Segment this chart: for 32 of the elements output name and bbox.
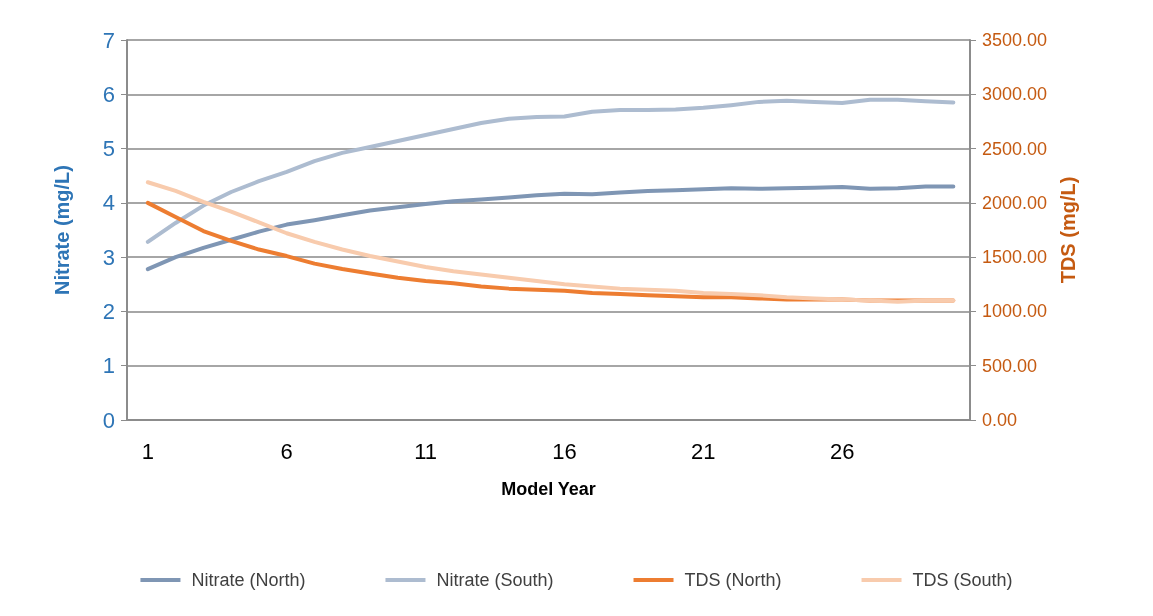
y-axis-title: Nitrate (mg/L) xyxy=(51,165,73,295)
y-tick-label: 2 xyxy=(102,298,115,324)
y-tick-label: 3 xyxy=(102,244,115,270)
y-tick-label: 1 xyxy=(102,353,115,379)
y2-tick-label: 1500.00 xyxy=(982,247,1048,268)
line-series xyxy=(145,97,956,244)
line-series xyxy=(145,184,956,272)
y2-tick-label: 3000.00 xyxy=(982,84,1048,105)
legend-label: Nitrate (North) xyxy=(191,570,306,590)
y-tick-label: 5 xyxy=(102,136,115,162)
y2-tick-label: 0.00 xyxy=(982,410,1018,430)
legend-label: Nitrate (South) xyxy=(436,570,554,590)
y2-tick-label: 2000.00 xyxy=(982,192,1048,213)
x-axis-title: Model Year xyxy=(501,479,596,499)
y-tick-label: 0 xyxy=(102,407,115,433)
y-tick-label: 4 xyxy=(102,190,115,216)
y2-tick-label: 500.00 xyxy=(982,355,1038,376)
y-tick-label: 6 xyxy=(102,81,115,107)
x-tick-label: 21 xyxy=(691,438,716,464)
x-tick-label: 1 xyxy=(141,438,154,464)
line-series xyxy=(145,180,956,304)
y2-tick-label: 2500.00 xyxy=(982,138,1048,159)
y2-axis-title: TDS (mg/L) xyxy=(1056,176,1079,284)
legend-label: TDS (South) xyxy=(912,570,1013,590)
x-tick-label: 11 xyxy=(414,438,438,464)
x-tick-label: 16 xyxy=(552,438,577,464)
y-tick-label: 7 xyxy=(102,27,115,53)
y2-tick-label: 3500.00 xyxy=(982,30,1048,50)
legend-label: TDS (North) xyxy=(684,570,782,590)
y2-tick-label: 1000.00 xyxy=(982,301,1048,322)
x-tick-label: 6 xyxy=(280,438,293,464)
x-tick-label: 26 xyxy=(829,438,855,464)
